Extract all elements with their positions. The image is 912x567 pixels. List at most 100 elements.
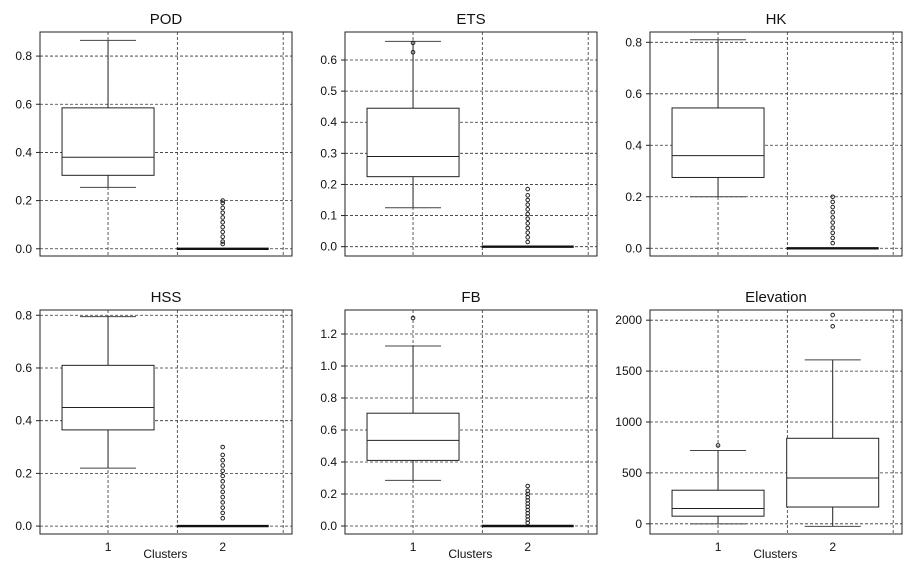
outlier-point bbox=[220, 473, 225, 479]
outlier-point bbox=[830, 220, 836, 225]
outlier-point bbox=[220, 478, 225, 484]
outlier-point bbox=[525, 239, 531, 245]
y-tick-label: 500 bbox=[622, 466, 642, 480]
panel-title: FB bbox=[461, 289, 480, 306]
outlier-point bbox=[410, 315, 416, 321]
y-tick-label: 0.1 bbox=[320, 209, 337, 223]
y-tick-label: 0.8 bbox=[320, 391, 337, 405]
y-tick-label: 0.0 bbox=[320, 240, 337, 254]
outlier-point bbox=[830, 240, 836, 246]
outlier-point bbox=[830, 199, 836, 205]
y-tick-label: 0.6 bbox=[320, 423, 337, 437]
x-axis-label: Clusters bbox=[448, 547, 492, 561]
plot-frame bbox=[649, 31, 903, 257]
outlier-point bbox=[830, 194, 836, 200]
x-tick-label: 1 bbox=[410, 540, 417, 554]
box-cluster-2 bbox=[176, 444, 269, 528]
outlier-point bbox=[830, 312, 836, 318]
box-iqr bbox=[786, 437, 880, 508]
outlier-point bbox=[220, 468, 225, 474]
outlier-point bbox=[220, 241, 225, 247]
outlier-point bbox=[220, 210, 225, 215]
outlier-point bbox=[525, 207, 531, 212]
outlier-point bbox=[220, 505, 225, 510]
y-tick-label: 0.6 bbox=[15, 361, 32, 375]
panel-ets: 0.0 0.1 0.2 0.3 0.4 0.5 0.6 ETS bbox=[320, 11, 598, 257]
outlier-point bbox=[220, 500, 225, 505]
y-tick-label: 0.4 bbox=[15, 414, 32, 428]
box-cluster-2 bbox=[176, 198, 269, 250]
y-tick-label: 0.4 bbox=[320, 115, 337, 129]
box-cluster-2 bbox=[481, 186, 574, 248]
panel-title: HSS bbox=[151, 289, 182, 306]
y-tick-label: 0.0 bbox=[625, 241, 642, 255]
outlier-point bbox=[830, 209, 836, 215]
y-tick-label: 0.8 bbox=[15, 49, 32, 63]
y-tick-label: 0.4 bbox=[15, 145, 32, 159]
y-tick-label: 0.2 bbox=[320, 177, 337, 191]
x-tick-label: 2 bbox=[829, 540, 836, 554]
outlier-point bbox=[830, 235, 836, 241]
y-tick-label: 1500 bbox=[615, 364, 642, 378]
y-tick-label: 0.0 bbox=[320, 519, 337, 533]
outlier-point bbox=[220, 219, 225, 225]
y-tick-label: 0.6 bbox=[625, 87, 642, 101]
plot-frame bbox=[344, 31, 598, 257]
outlier-point bbox=[220, 463, 225, 468]
outlier-point bbox=[220, 234, 225, 240]
box-cluster-1 bbox=[366, 315, 460, 481]
y-tick-label: 0.3 bbox=[320, 146, 337, 160]
outlier-point bbox=[525, 488, 531, 494]
panel-fb: 0.0 0.2 0.4 0.6 0.8 1.0 1.2 FB 1 2 Clusters bbox=[320, 289, 598, 561]
outlier-point bbox=[220, 224, 225, 230]
y-tick-label: 1000 bbox=[615, 415, 642, 429]
outlier-point bbox=[220, 484, 225, 489]
outlier-point bbox=[830, 225, 836, 230]
outlier-point bbox=[220, 510, 225, 516]
y-tick-label: 0.6 bbox=[15, 97, 32, 111]
outlier-point bbox=[220, 515, 225, 521]
outlier-point bbox=[525, 221, 531, 226]
box-cluster-2 bbox=[786, 312, 880, 527]
outlier-point bbox=[220, 229, 225, 235]
panel-pod: 0.0 0.2 0.4 0.6 0.8 POD bbox=[15, 11, 293, 257]
box-cluster-1 bbox=[671, 39, 765, 198]
y-tick-label: 1.2 bbox=[320, 327, 337, 341]
panel-hss: 0.0 0.2 0.4 0.6 0.8 HSS 1 2 Clusters bbox=[15, 289, 293, 561]
y-tick-label: 0.5 bbox=[320, 84, 337, 98]
outlier-point bbox=[525, 216, 531, 221]
y-tick-label: 0.4 bbox=[320, 455, 337, 469]
y-tick-label: 0 bbox=[635, 517, 642, 531]
x-tick-label: 1 bbox=[715, 540, 722, 554]
plot-frame bbox=[39, 309, 293, 535]
panel-title: HK bbox=[766, 11, 787, 28]
outlier-point bbox=[525, 483, 531, 489]
panel-title: POD bbox=[150, 11, 183, 28]
y-tick-label: 0.2 bbox=[320, 487, 337, 501]
box-cluster-2 bbox=[786, 194, 879, 250]
box-cluster-1 bbox=[671, 443, 765, 525]
outlier-point bbox=[220, 489, 225, 495]
panel-title: ETS bbox=[456, 11, 485, 28]
plot-frame bbox=[39, 31, 293, 257]
outlier-point bbox=[830, 215, 836, 220]
outlier-point bbox=[220, 198, 225, 203]
panel-elevation: 0 500 1000 1500 2000 Elevation 1 2 Clusters bbox=[615, 289, 903, 561]
panel-hk: 0.0 0.2 0.4 0.6 0.8 HK bbox=[625, 11, 903, 257]
y-tick-label: 1.0 bbox=[320, 359, 337, 373]
y-tick-label: 0.2 bbox=[15, 466, 32, 480]
outlier-point bbox=[220, 205, 225, 211]
box-cluster-1 bbox=[366, 40, 460, 209]
outlier-point bbox=[220, 457, 225, 463]
outlier-point bbox=[830, 204, 836, 210]
outlier-point bbox=[220, 494, 225, 500]
outlier-point bbox=[220, 452, 225, 458]
x-tick-label: 1 bbox=[105, 540, 112, 554]
outlier-point bbox=[715, 443, 721, 448]
panel-title: Elevation bbox=[745, 289, 807, 306]
box-cluster-2 bbox=[481, 483, 574, 528]
y-tick-label: 0.4 bbox=[625, 138, 642, 152]
outlier-point bbox=[525, 197, 531, 203]
x-tick-label: 2 bbox=[524, 540, 531, 554]
